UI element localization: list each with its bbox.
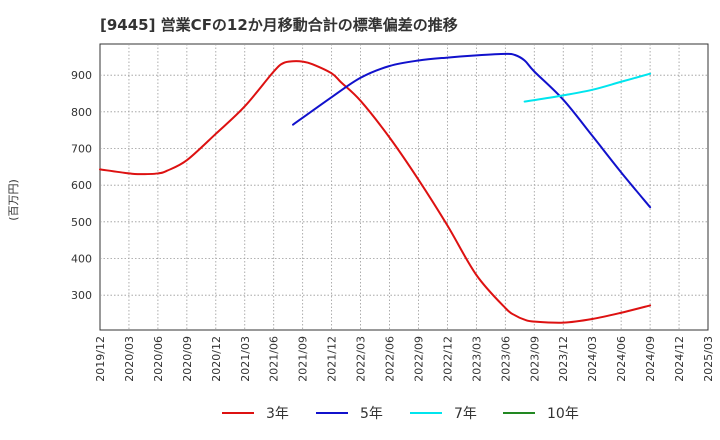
y-tick-label: 400 [71, 253, 92, 266]
x-tick-label: 2022/09 [412, 336, 425, 382]
series-line-1 [292, 52, 652, 209]
y-tick-label: 300 [71, 289, 92, 302]
legend: 3年 5年 7年 10年 [222, 406, 579, 422]
legend-label-2: 7年 [454, 406, 477, 422]
x-tick-label: 2022/12 [441, 336, 454, 382]
plot-frame [99, 43, 709, 331]
x-tick-label: 2021/09 [297, 336, 310, 382]
legend-label-1: 5年 [360, 406, 383, 422]
x-tick-labels: 2019/12 2020/03 2020/06 2020/09 2020/12 2021/… [94, 336, 715, 382]
x-tick-label: 2023/12 [557, 336, 570, 382]
chart-title: [9445] 営業CFの12か月移動合計の標準偏差の推移 [100, 16, 458, 34]
x-tick-label: 2020/03 [123, 336, 136, 382]
y-tick-label: 500 [71, 216, 92, 229]
series-layer [99, 52, 652, 324]
x-tick-label: 2020/12 [210, 336, 223, 382]
x-tick-label: 2023/09 [528, 336, 541, 382]
y-tick-labels: 300 400 500 600 700 800 900 [71, 69, 92, 302]
series-line-0 [99, 60, 652, 324]
series-line-2 [523, 72, 652, 103]
x-tick-label: 2020/06 [152, 336, 165, 382]
x-tick-label: 2023/03 [470, 336, 483, 382]
y-tick-label: 700 [71, 143, 92, 156]
legend-label-0: 3年 [266, 406, 289, 422]
x-tick-label: 2021/06 [268, 336, 281, 382]
x-tick-label: 2025/03 [702, 336, 715, 382]
y-axis-label: (百万円) [7, 179, 20, 221]
x-tick-label: 2020/09 [181, 336, 194, 382]
x-tick-label: 2023/06 [499, 336, 512, 382]
y-tick-label: 900 [71, 69, 92, 82]
x-tick-label: 2024/09 [644, 336, 657, 382]
grid [100, 44, 708, 330]
x-tick-label: 2024/06 [615, 336, 628, 382]
x-tick-label: 2021/12 [326, 336, 339, 382]
legend-label-3: 10年 [547, 406, 579, 422]
x-tick-label: 2024/03 [586, 336, 599, 382]
x-tick-label: 2022/03 [355, 336, 368, 382]
x-tick-label: 2022/06 [384, 336, 397, 382]
x-tick-label: 2024/12 [673, 336, 686, 382]
y-tick-label: 800 [71, 106, 92, 119]
x-tick-label: 2019/12 [94, 336, 107, 382]
y-tick-label: 600 [71, 179, 92, 192]
x-tick-label: 2021/03 [239, 336, 252, 382]
